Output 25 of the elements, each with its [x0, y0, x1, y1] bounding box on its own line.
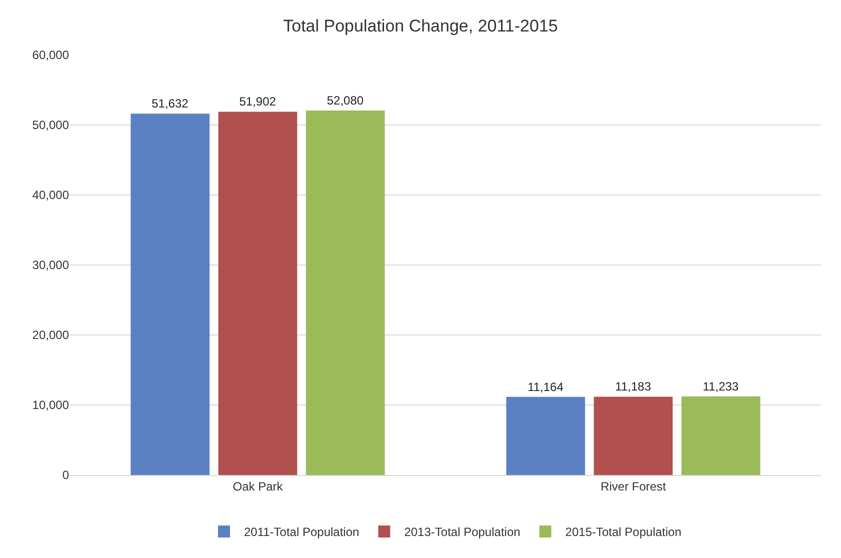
y-tick-label: 0 [62, 468, 70, 482]
x-tick-label: River Forest [600, 479, 667, 494]
bar [306, 110, 385, 475]
y-tick-label: 20,000 [32, 328, 70, 342]
legend-label: 2013-Total Population [404, 525, 520, 540]
bar [130, 114, 210, 475]
bar [594, 396, 673, 475]
data-label: 11,164 [528, 380, 564, 394]
y-tick-label: 40,000 [32, 188, 70, 202]
x-tick-label: Oak Park [232, 479, 284, 494]
data-label: 11,183 [615, 380, 652, 394]
bar [218, 112, 298, 475]
data-label: 51,902 [239, 94, 276, 109]
data-label: 11,233 [702, 379, 739, 394]
y-tick-label: 10,000 [32, 398, 70, 412]
legend-label: 2011-Total Population [244, 525, 360, 540]
y-tick-label: 30,000 [32, 258, 70, 272]
y-tick-label: 50,000 [32, 118, 70, 132]
data-label: 51,632 [152, 96, 189, 111]
bar [681, 396, 760, 475]
legend-label: 2015-Total Population [565, 525, 682, 540]
y-tick-label: 60,000 [32, 48, 70, 62]
bar [506, 396, 586, 475]
data-label: 52,080 [326, 93, 364, 108]
chart-title: Total Population Change, 2011-2015 [283, 16, 558, 36]
